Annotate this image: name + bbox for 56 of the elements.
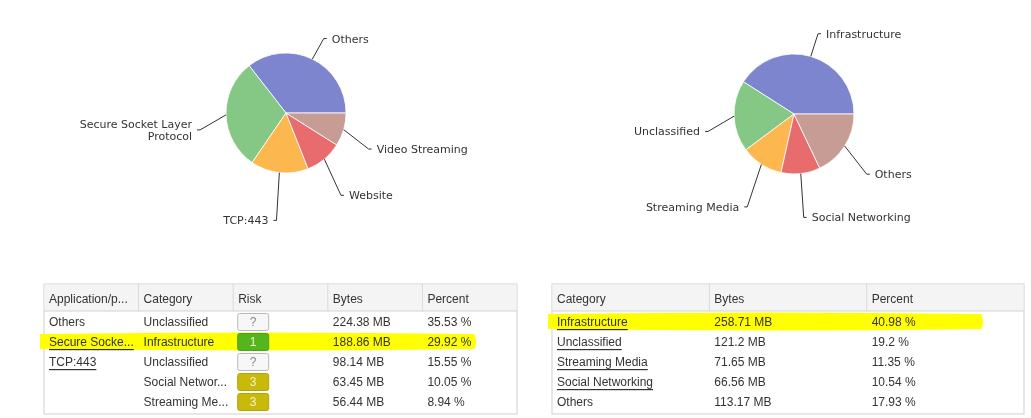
category-label: Category — [143, 291, 193, 306]
text: ? — [249, 355, 257, 369]
text: 113.17 MB — [714, 395, 772, 409]
text: Streaming Me... — [143, 395, 229, 409]
text: 35.53 % — [427, 315, 472, 329]
text: 40.98 % — [871, 315, 916, 329]
text: 11.35 % — [871, 355, 915, 369]
category-label: Category — [557, 291, 606, 306]
text: 71.65 MB — [714, 355, 766, 369]
text: 63.45 MB — [332, 375, 385, 389]
text: 188.86 MB — [332, 335, 391, 349]
text: 224.38 MB — [332, 315, 391, 329]
text: TCP:443 — [49, 355, 97, 369]
slice-label: Infrastructure — [826, 27, 902, 41]
text: 19.2 % — [871, 335, 910, 349]
category-label: Risk — [238, 291, 263, 306]
slice-label: Others — [331, 32, 369, 46]
text: 1 — [249, 335, 257, 349]
slice-label: Streaming Media — [645, 200, 740, 214]
slice-label: TCP:443 — [222, 213, 269, 227]
text: 3 — [249, 375, 257, 389]
text: 10.54 % — [871, 375, 916, 389]
text: 3 — [249, 395, 257, 409]
text: Others — [49, 315, 86, 329]
text: Infrastructure — [143, 335, 215, 349]
text: Others — [557, 395, 594, 409]
text: 8.94 % — [427, 395, 465, 409]
slice-label: Secure Socket Layer Protocol — [79, 117, 193, 143]
category-label: Percent — [871, 291, 914, 306]
text: 29.92 % — [427, 335, 472, 349]
text: Streaming Media — [557, 355, 648, 369]
text: 17.93 % — [871, 395, 916, 409]
text: 56.44 MB — [332, 395, 385, 409]
text: Infrastructure — [557, 315, 628, 329]
slice-label: Website — [348, 188, 394, 202]
slice-label: Video Streaming — [376, 142, 468, 156]
text: 15.55 % — [427, 355, 472, 369]
category-label: Application/p... — [49, 291, 128, 306]
text: 258.71 MB — [714, 315, 773, 329]
category-label: Bytes — [332, 291, 363, 306]
text: Social Networking — [557, 375, 654, 389]
text: 66.56 MB — [714, 375, 766, 389]
category-label: Percent — [427, 291, 470, 306]
text: Social Networ... — [143, 375, 227, 389]
slice-label: Unclassified — [633, 124, 701, 138]
category-label: Bytes — [714, 291, 745, 306]
text: Unclassified — [557, 335, 622, 349]
text: 121.2 MB — [714, 335, 766, 349]
text: Unclassified — [143, 355, 209, 369]
text: 98.14 MB — [332, 355, 385, 369]
text: Secure Socke... — [49, 335, 134, 349]
text: 10.05 % — [427, 375, 472, 389]
slice-label: Others — [874, 167, 912, 181]
slice-label: Social Networking — [811, 210, 911, 224]
text: Unclassified — [143, 315, 209, 329]
text: ? — [249, 315, 257, 329]
